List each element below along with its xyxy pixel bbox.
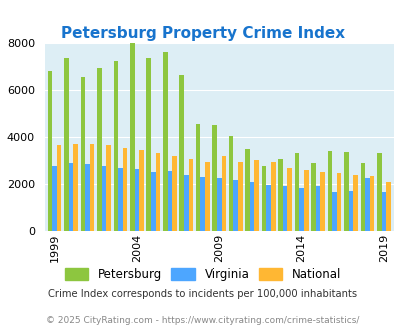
Bar xyxy=(245,149,249,231)
Bar xyxy=(369,176,373,231)
Text: Crime Index corresponds to incidents per 100,000 inhabitants: Crime Index corresponds to incidents per… xyxy=(48,289,357,299)
Bar xyxy=(261,166,266,231)
Bar xyxy=(52,166,57,231)
Bar xyxy=(336,173,341,231)
Bar xyxy=(146,58,151,231)
Bar xyxy=(364,178,369,231)
Bar xyxy=(327,151,331,231)
Bar xyxy=(216,178,221,231)
Bar xyxy=(228,136,233,231)
Bar xyxy=(134,169,139,231)
Bar xyxy=(57,145,61,231)
Bar xyxy=(320,172,324,231)
Bar xyxy=(80,77,85,231)
Bar xyxy=(101,166,106,231)
Bar xyxy=(282,186,287,231)
Bar xyxy=(68,163,73,231)
Bar xyxy=(310,163,315,231)
Bar xyxy=(64,58,68,231)
Bar xyxy=(106,145,111,231)
Bar xyxy=(183,175,188,231)
Bar xyxy=(294,153,298,231)
Bar xyxy=(376,153,381,231)
Bar xyxy=(195,124,200,231)
Bar xyxy=(287,168,291,231)
Bar xyxy=(179,75,183,231)
Bar xyxy=(266,185,270,231)
Bar xyxy=(315,186,320,231)
Bar xyxy=(162,52,167,231)
Bar xyxy=(237,162,242,231)
Bar xyxy=(205,162,209,231)
Bar xyxy=(212,125,216,231)
Bar xyxy=(47,71,52,231)
Bar xyxy=(270,162,275,231)
Bar xyxy=(249,182,254,231)
Bar xyxy=(139,150,143,231)
Bar xyxy=(360,163,364,231)
Bar xyxy=(348,191,352,231)
Bar xyxy=(172,156,176,231)
Bar xyxy=(221,156,226,231)
Bar xyxy=(113,60,118,231)
Bar xyxy=(298,187,303,231)
Bar xyxy=(85,164,90,231)
Text: Petersburg Property Crime Index: Petersburg Property Crime Index xyxy=(61,26,344,41)
Bar xyxy=(385,182,390,231)
Bar xyxy=(90,144,94,231)
Legend: Petersburg, Virginia, National: Petersburg, Virginia, National xyxy=(60,263,345,286)
Bar xyxy=(277,159,282,231)
Bar xyxy=(254,160,258,231)
Text: © 2025 CityRating.com - https://www.cityrating.com/crime-statistics/: © 2025 CityRating.com - https://www.city… xyxy=(46,316,359,325)
Bar xyxy=(331,192,336,231)
Bar xyxy=(130,43,134,231)
Bar xyxy=(97,68,101,231)
Bar xyxy=(200,177,205,231)
Bar xyxy=(343,152,348,231)
Bar xyxy=(73,144,78,231)
Bar xyxy=(118,168,122,231)
Bar xyxy=(155,153,160,231)
Bar xyxy=(167,171,172,231)
Bar xyxy=(303,170,308,231)
Bar xyxy=(122,148,127,231)
Bar xyxy=(352,175,357,231)
Bar xyxy=(233,181,237,231)
Bar xyxy=(188,159,193,231)
Bar xyxy=(381,192,385,231)
Bar xyxy=(151,172,155,231)
